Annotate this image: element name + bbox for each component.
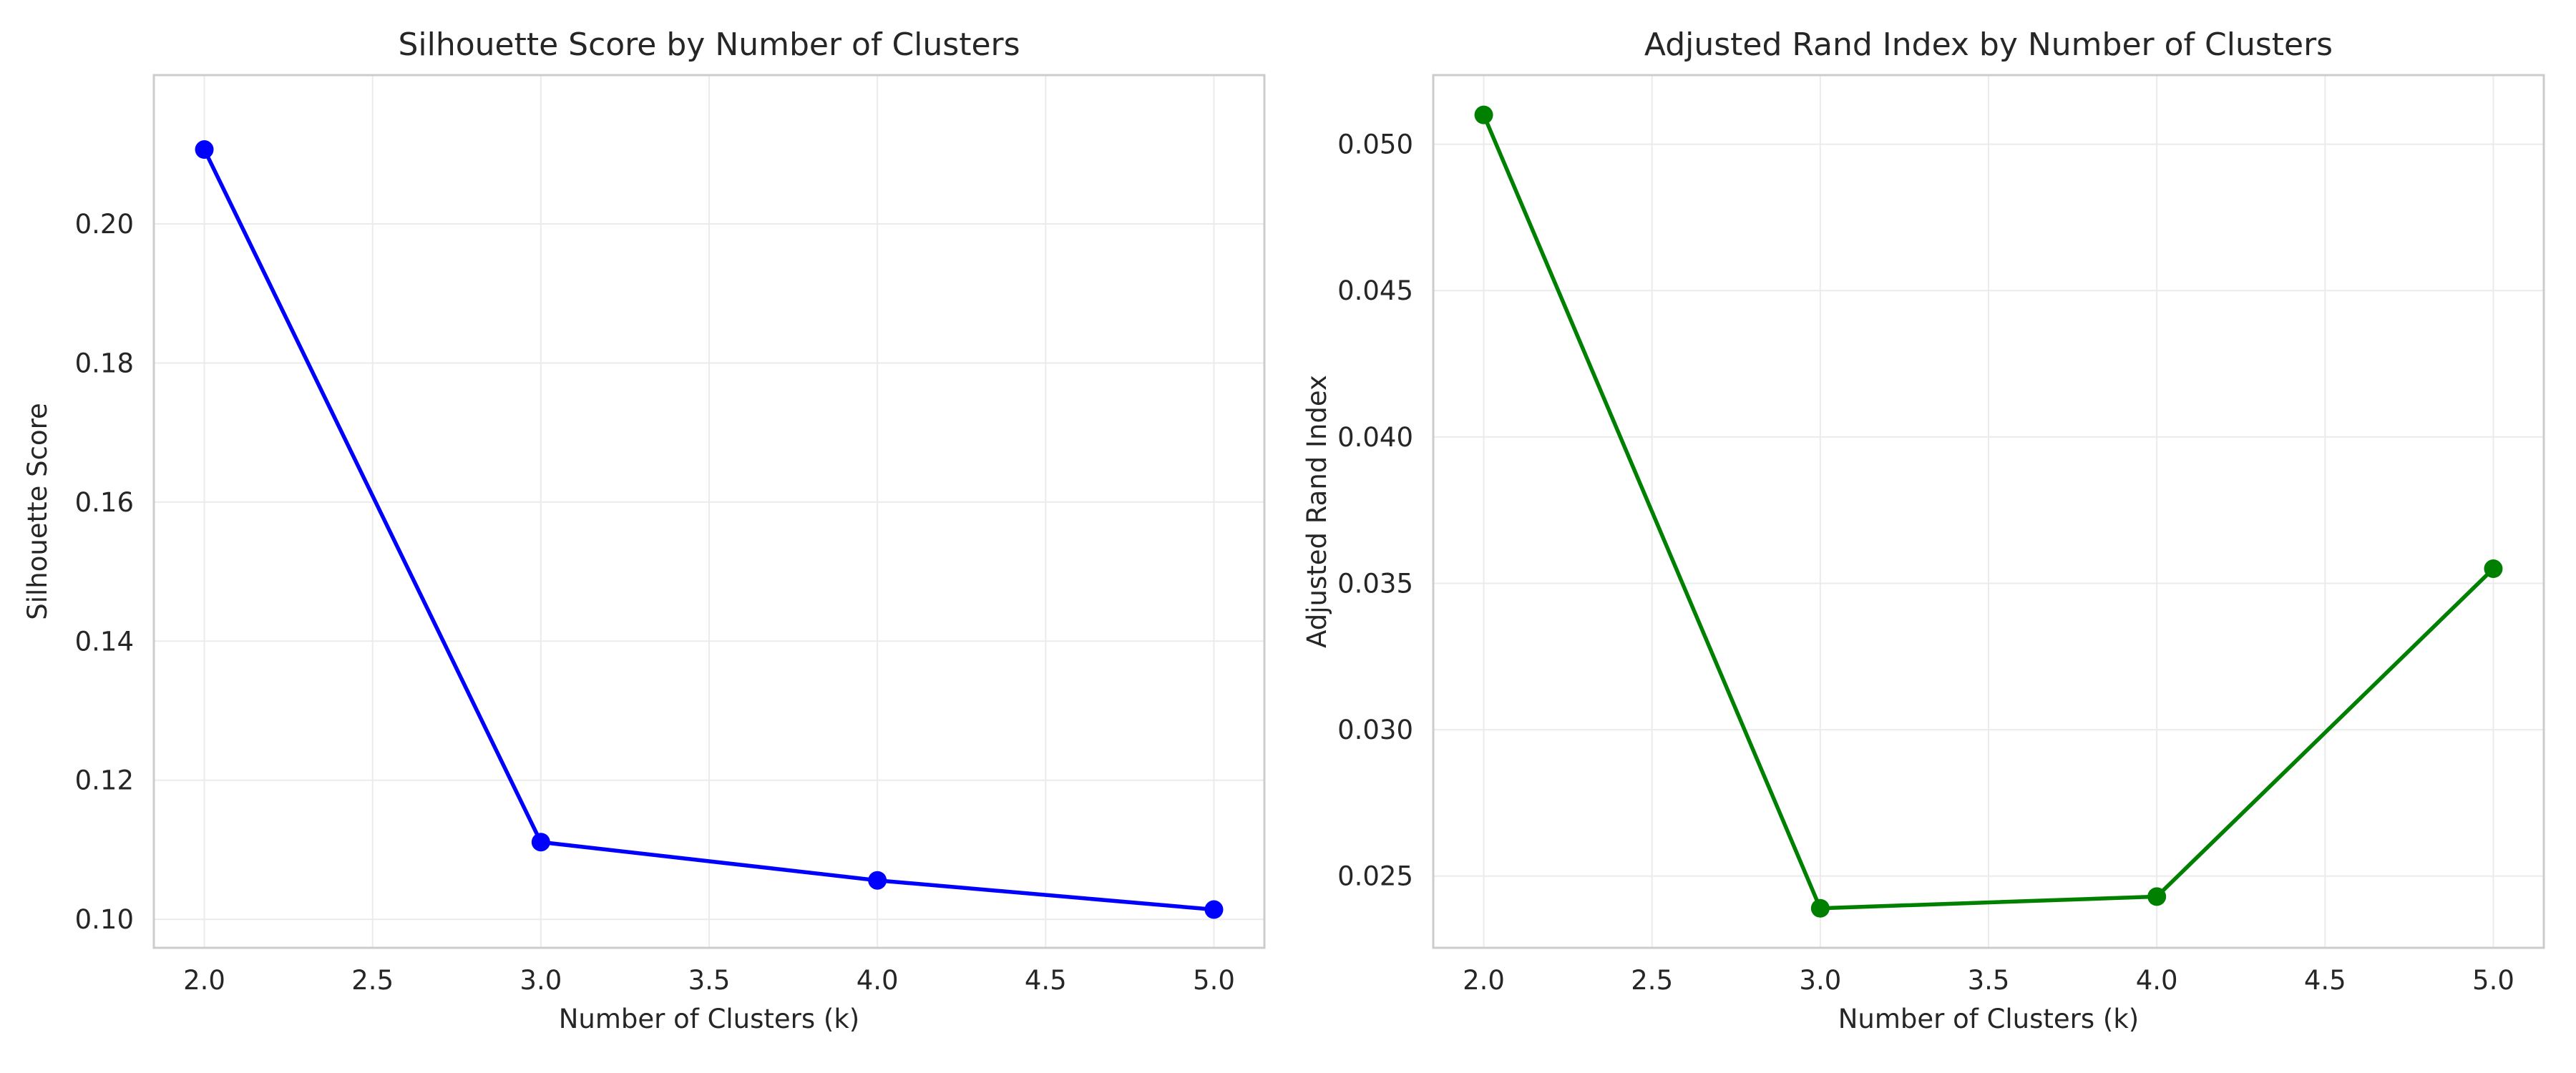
- data-point: [1474, 105, 1493, 124]
- data-point: [868, 871, 887, 890]
- y-tick-label: 0.20: [75, 209, 134, 240]
- plot-frame: [152, 74, 1266, 949]
- x-axis-label: Number of Clusters (k): [559, 1004, 859, 1034]
- x-tick-label: 2.0: [183, 965, 225, 996]
- x-tick-label: 5.0: [1193, 965, 1235, 996]
- data-point: [1204, 900, 1224, 919]
- x-tick-label: 3.0: [519, 965, 562, 996]
- ari-chart: Adjusted Rand Index by Number of Cluster…: [1302, 26, 2545, 1034]
- x-tick-label: 2.5: [1631, 965, 1673, 996]
- x-tick-label: 3.5: [1968, 965, 2010, 996]
- series-line: [1482, 114, 2495, 911]
- x-tick-label: 2.5: [351, 965, 394, 996]
- y-tick-label: 0.025: [1337, 861, 1413, 892]
- x-tick-label: 4.0: [857, 965, 899, 996]
- y-tick-label: 0.045: [1337, 275, 1413, 306]
- data-point: [531, 833, 550, 852]
- data-point: [2484, 559, 2503, 579]
- series-line: [203, 148, 1214, 912]
- x-axis-label: Number of Clusters (k): [1838, 1004, 2139, 1034]
- y-tick-label: 0.035: [1337, 568, 1413, 599]
- y-tick-label: 0.18: [75, 348, 134, 378]
- chart-title: Adjusted Rand Index by Number of Cluster…: [1644, 26, 2333, 63]
- data-point: [195, 140, 214, 160]
- x-tick-label: 3.0: [1799, 965, 1841, 996]
- plot-frame: [1432, 74, 2545, 949]
- x-tick-label: 5.0: [2472, 965, 2514, 996]
- y-axis-label: Silhouette Score: [22, 403, 53, 620]
- y-tick-label: 0.16: [75, 487, 134, 518]
- data-point: [2147, 887, 2167, 906]
- y-axis-label: Adjusted Rand Index: [1302, 375, 1332, 648]
- y-tick-label: 0.050: [1337, 129, 1413, 160]
- chart-title: Silhouette Score by Number of Clusters: [398, 26, 1020, 63]
- silhouette-chart: Silhouette Score by Number of Clusters N…: [22, 26, 1266, 1034]
- data-point: [1810, 898, 1830, 918]
- x-tick-label: 4.0: [2136, 965, 2178, 996]
- y-tick-label: 0.040: [1337, 422, 1413, 453]
- y-tick-label: 0.10: [75, 904, 134, 935]
- x-tick-label: 2.0: [1463, 965, 1505, 996]
- x-tick-label: 4.5: [1025, 965, 1067, 996]
- x-tick-label: 4.5: [2304, 965, 2346, 996]
- x-tick-label: 3.5: [688, 965, 731, 996]
- y-tick-label: 0.030: [1337, 715, 1413, 745]
- y-tick-label: 0.14: [75, 626, 134, 657]
- y-tick-label: 0.12: [75, 765, 134, 796]
